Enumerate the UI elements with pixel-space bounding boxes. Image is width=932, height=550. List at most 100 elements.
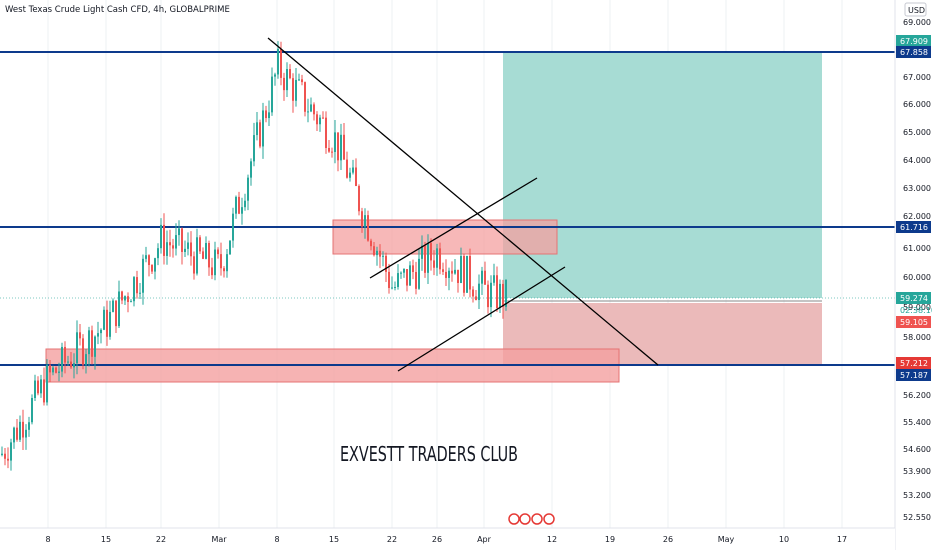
- candle: [379, 244, 381, 269]
- candle: [412, 259, 414, 280]
- candle: [424, 241, 426, 278]
- candle: [184, 240, 186, 258]
- candle: [400, 271, 402, 279]
- candle: [88, 326, 90, 367]
- candle: [478, 274, 480, 309]
- candle: [91, 325, 93, 365]
- price-tick-label: 65.000: [903, 128, 931, 137]
- supply-zone-box[interactable]: [332, 219, 558, 255]
- candle: [451, 261, 453, 282]
- time-axis[interactable]: 8 15 22 Mar 8 15 22 26 Apr 12 19 26 May 10 17: [0, 527, 895, 550]
- candle: [16, 418, 18, 442]
- candle: [31, 394, 33, 425]
- time-axis-ticks: 8 15 22 Mar 8 15 22 26 Apr 12 19 26 May 10 17: [45, 535, 847, 544]
- candle: [436, 243, 438, 276]
- candle: [172, 238, 174, 258]
- candle: [28, 416, 30, 437]
- flag-icon[interactable]: [508, 513, 520, 525]
- price-tag-label: 67.858: [900, 48, 928, 57]
- candle: [469, 248, 471, 298]
- time-tick-label: 26: [663, 535, 673, 544]
- candle: [124, 295, 126, 306]
- price-tag-label: 59.274: [900, 294, 928, 303]
- candle: [139, 282, 141, 300]
- price-tick-label: 53.900: [903, 467, 931, 476]
- price-tag: 61.716: [896, 221, 931, 233]
- time-tick-label: 19: [605, 535, 615, 544]
- watermark-text: EXVESTT TRADERS CLUB: [340, 442, 518, 466]
- price-tag: 59.105: [896, 316, 931, 328]
- flag-icon[interactable]: [531, 513, 543, 525]
- candle: [430, 238, 432, 271]
- price-tags: 67.909 67.858 61.716 59.274 59.105 57.212 57.1…: [896, 35, 931, 381]
- price-tick-label: 69.000: [903, 18, 931, 27]
- candle: [442, 262, 444, 275]
- candle: [364, 208, 366, 239]
- candle: [409, 261, 411, 286]
- time-tick-label: 26: [432, 535, 442, 544]
- candle: [1, 446, 3, 457]
- candle: [376, 246, 378, 266]
- price-tick-label: 53.200: [903, 491, 931, 500]
- event-flags[interactable]: [508, 513, 555, 525]
- candle: [214, 241, 216, 281]
- candle: [67, 355, 69, 366]
- candle: [115, 300, 117, 334]
- candle: [295, 68, 297, 107]
- candle: [340, 123, 342, 171]
- currency-button[interactable]: [904, 2, 927, 17]
- candle: [415, 261, 417, 295]
- time-tick-label: May: [718, 535, 735, 544]
- candle: [160, 218, 162, 254]
- candle: [292, 73, 294, 113]
- candle: [382, 251, 384, 267]
- candle: [256, 111, 258, 141]
- candle: [136, 270, 138, 299]
- descending-trendline[interactable]: [267, 37, 659, 366]
- flag-icon[interactable]: [519, 513, 531, 525]
- candle: [418, 248, 420, 290]
- channel-upper-line[interactable]: [369, 177, 538, 279]
- candle: [241, 197, 243, 225]
- candle: [190, 231, 192, 266]
- candle: [70, 351, 72, 370]
- candle: [262, 102, 264, 159]
- candle: [7, 447, 9, 469]
- candle: [370, 238, 372, 251]
- candle: [163, 213, 165, 265]
- candle: [133, 275, 135, 307]
- candle: [46, 359, 48, 406]
- candle: [277, 41, 279, 79]
- candle: [445, 259, 447, 286]
- price-tick-label: 63.000: [903, 184, 931, 193]
- candle: [319, 114, 321, 132]
- candle: [109, 300, 111, 340]
- candle: [463, 253, 465, 297]
- channel-lower-line[interactable]: [397, 266, 566, 372]
- candle: [79, 324, 81, 346]
- price-axis[interactable]: USD 69.00068.00067.00066.00065.00064.000…: [894, 0, 932, 550]
- time-tick-label: 10: [779, 535, 789, 544]
- candle: [481, 266, 483, 296]
- flag-icon[interactable]: [543, 513, 555, 525]
- candle: [439, 242, 441, 275]
- candle: [94, 335, 96, 370]
- price-tag: 57.187: [896, 369, 931, 381]
- candle: [433, 250, 435, 276]
- candle: [421, 235, 423, 271]
- candle: [121, 290, 123, 305]
- candle: [349, 167, 351, 182]
- candle: [49, 360, 51, 383]
- candle: [310, 97, 312, 113]
- candle: [166, 230, 168, 265]
- candle: [448, 267, 450, 291]
- target-zone[interactable]: [503, 52, 822, 298]
- price-tick-label: 52.550: [903, 513, 931, 522]
- candle: [487, 280, 489, 314]
- candle: [298, 73, 300, 82]
- candle: [484, 261, 486, 285]
- candle: [490, 275, 492, 318]
- candle: [502, 279, 504, 319]
- price-tag-label: 57.212: [900, 359, 928, 368]
